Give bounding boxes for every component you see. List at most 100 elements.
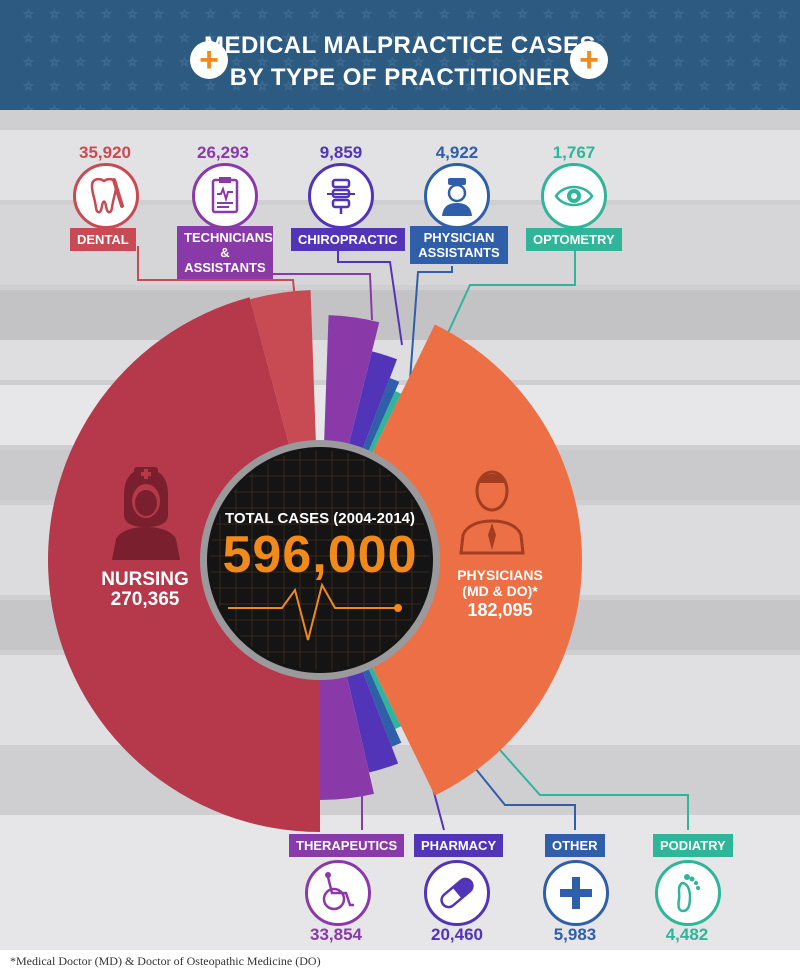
chiropractic-value: 9,859 <box>319 143 363 162</box>
slice-chiropractic <box>346 351 398 458</box>
svg-text:☆: ☆ <box>283 103 294 110</box>
svg-text:☆: ☆ <box>23 7 34 21</box>
svg-text:☆: ☆ <box>231 79 242 93</box>
optometry-value: 1,767 <box>552 143 596 162</box>
svg-text:☆: ☆ <box>309 31 320 45</box>
svg-text:☆: ☆ <box>465 79 476 93</box>
svg-text:☆: ☆ <box>465 103 476 110</box>
svg-text:☆: ☆ <box>465 31 476 45</box>
svg-text:☆: ☆ <box>725 55 736 69</box>
technicians-value: 26,293 <box>197 143 249 162</box>
svg-text:☆: ☆ <box>257 79 268 93</box>
svg-text:☆: ☆ <box>673 79 684 93</box>
svg-text:☆: ☆ <box>335 55 346 69</box>
svg-text:☆: ☆ <box>309 7 320 21</box>
svg-text:☆: ☆ <box>595 79 606 93</box>
plus-icon: + <box>570 41 608 79</box>
svg-text:☆: ☆ <box>387 79 398 93</box>
svg-text:☆: ☆ <box>465 55 476 69</box>
svg-text:☆: ☆ <box>751 103 762 110</box>
svg-text:☆: ☆ <box>179 103 190 110</box>
svg-text:☆: ☆ <box>491 103 502 110</box>
pharmacy-value: 20,460 <box>431 925 483 944</box>
svg-text:☆: ☆ <box>101 7 112 21</box>
heartbeat-line <box>228 582 398 641</box>
other-label: OTHER <box>545 834 605 857</box>
physicians-value: 182,095 <box>467 600 533 620</box>
svg-text:☆: ☆ <box>231 55 242 69</box>
svg-text:☆: ☆ <box>699 7 710 21</box>
svg-text:☆: ☆ <box>647 55 658 69</box>
svg-text:☆: ☆ <box>725 31 736 45</box>
svg-text:☆: ☆ <box>725 79 736 93</box>
slice-optometry <box>364 390 402 462</box>
svg-text:☆: ☆ <box>725 103 736 110</box>
svg-text:☆: ☆ <box>413 103 424 110</box>
svg-text:☆: ☆ <box>257 103 268 110</box>
svg-text:☆: ☆ <box>179 79 190 93</box>
svg-text:☆: ☆ <box>179 31 190 45</box>
svg-text:☆: ☆ <box>439 79 450 93</box>
svg-text:☆: ☆ <box>569 103 580 110</box>
svg-text:☆: ☆ <box>127 103 138 110</box>
header-banner: ☆ ☆ ☆ ☆ ☆ ☆ ☆ ☆ ☆ ☆ ☆ ☆ ☆ ☆ ☆ ☆ ☆ ☆ ☆ ☆ ☆ ☆ ☆ ☆ ☆ ☆ ☆ ☆ ☆ ☆ ☆ ☆ ☆ ☆ ☆ ☆ ☆ ☆ ☆ ☆… <box>0 0 800 110</box>
svg-text:☆: ☆ <box>179 55 190 69</box>
svg-text:☆: ☆ <box>491 79 502 93</box>
svg-text:☆: ☆ <box>517 55 528 69</box>
svg-text:☆: ☆ <box>257 31 268 45</box>
optometry-label: OPTOMETRY <box>526 228 622 251</box>
svg-text:☆: ☆ <box>361 103 372 110</box>
svg-text:☆: ☆ <box>127 31 138 45</box>
svg-text:☆: ☆ <box>127 55 138 69</box>
physicians-qualifier: (MD & DO)* <box>462 583 538 599</box>
svg-text:☆: ☆ <box>673 103 684 110</box>
svg-text:☆: ☆ <box>205 103 216 110</box>
svg-text:☆: ☆ <box>361 7 372 21</box>
svg-text:☆: ☆ <box>595 103 606 110</box>
svg-text:☆: ☆ <box>543 103 554 110</box>
physician-assistants-value: 4,922 <box>435 143 479 162</box>
nurse-icon <box>112 467 180 560</box>
svg-text:☆: ☆ <box>647 7 658 21</box>
svg-text:☆: ☆ <box>413 79 424 93</box>
svg-text:☆: ☆ <box>361 31 372 45</box>
clipboard-icon <box>192 163 258 229</box>
svg-text:☆: ☆ <box>387 103 398 110</box>
svg-text:☆: ☆ <box>231 31 242 45</box>
nurse-icon <box>424 163 490 229</box>
svg-text:☆: ☆ <box>491 31 502 45</box>
svg-text:☆: ☆ <box>387 31 398 45</box>
slice-pharmacy <box>344 662 399 773</box>
other-value: 5,983 <box>553 925 597 944</box>
svg-text:☆: ☆ <box>777 7 788 21</box>
svg-text:☆: ☆ <box>777 31 788 45</box>
svg-text:☆: ☆ <box>699 55 710 69</box>
svg-text:☆: ☆ <box>517 7 528 21</box>
svg-text:☆: ☆ <box>23 31 34 45</box>
svg-text:☆: ☆ <box>49 55 60 69</box>
pill-icon <box>424 860 490 926</box>
svg-text:☆: ☆ <box>335 79 346 93</box>
svg-text:☆: ☆ <box>777 55 788 69</box>
tooth-icon <box>73 163 139 229</box>
svg-text:☆: ☆ <box>673 7 684 21</box>
svg-text:☆: ☆ <box>777 103 788 110</box>
svg-text:☆: ☆ <box>335 103 346 110</box>
svg-text:☆: ☆ <box>283 79 294 93</box>
nursing-name: NURSING <box>101 569 189 590</box>
center-title: TOTAL CASES (2004-2014) <box>224 510 416 527</box>
svg-text:☆: ☆ <box>127 7 138 21</box>
svg-text:☆: ☆ <box>621 7 632 21</box>
svg-text:☆: ☆ <box>361 55 372 69</box>
svg-text:☆: ☆ <box>361 79 372 93</box>
wheelchair-icon <box>305 860 371 926</box>
slice-other <box>359 660 402 747</box>
svg-text:☆: ☆ <box>699 79 710 93</box>
svg-text:☆: ☆ <box>491 7 502 21</box>
physicians-label: PHYSICIANS (MD & DO)* 182,095 <box>440 567 560 621</box>
plus-icon <box>543 860 609 926</box>
chiropractic-label: CHIROPRACTIC <box>291 228 405 251</box>
svg-text:☆: ☆ <box>413 31 424 45</box>
svg-text:☆: ☆ <box>335 7 346 21</box>
nursing-label: NURSING 270,365 <box>100 570 190 610</box>
